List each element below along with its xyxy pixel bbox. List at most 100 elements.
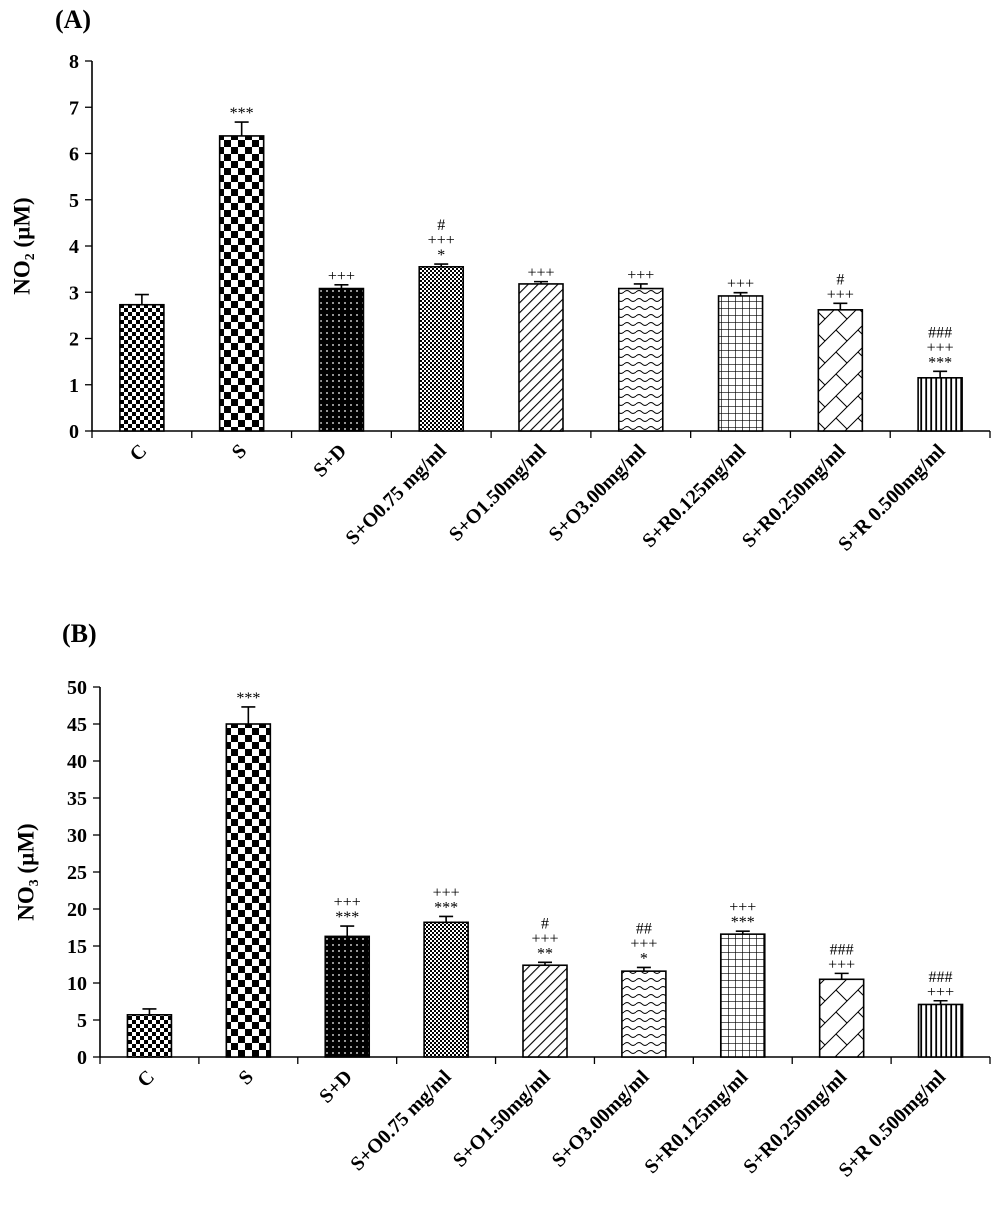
significance-label: *** — [731, 914, 755, 931]
error-bar — [241, 706, 256, 724]
x-tick-label: C — [133, 1066, 159, 1092]
significance-label: +++ — [433, 884, 460, 901]
y-tick-label: 0 — [77, 1047, 87, 1069]
significance-label: +++ — [627, 267, 654, 284]
panel-label: (A) — [55, 5, 91, 34]
bar — [423, 921, 469, 1058]
error-bar — [534, 280, 548, 284]
significance-label: +++ — [927, 984, 954, 1001]
bar — [218, 135, 265, 432]
error-bar — [538, 961, 552, 966]
significance-label: * — [437, 247, 445, 264]
y-tick-label: 30 — [67, 825, 87, 847]
y-tick-label: 8 — [69, 51, 79, 73]
bar — [518, 283, 564, 432]
error-bar — [134, 293, 149, 305]
x-tick-label: S+O0.75 mg/ml — [346, 1066, 456, 1176]
bar — [719, 933, 766, 1058]
significance-label: +++ — [729, 899, 756, 916]
y-tick-label: 4 — [69, 236, 79, 258]
y-tick-label: 20 — [67, 899, 87, 921]
error-bar — [334, 284, 349, 289]
x-tick-label: S+R0.125mg/ml — [638, 440, 750, 552]
significance-label: +++ — [927, 339, 954, 356]
bar — [522, 964, 568, 1058]
bar — [717, 295, 764, 432]
significance-label: * — [640, 950, 648, 967]
x-tick-label: S+R 0.500mg/ml — [834, 440, 950, 556]
significance-label: +++ — [828, 956, 855, 973]
significance-label: ### — [929, 969, 953, 986]
panel-b: (B)NO₃ (µM)05101520253035404550C***S***+… — [13, 619, 991, 1182]
x-tick-label: S+O3.00mg/ml — [545, 440, 651, 546]
error-bar — [733, 291, 748, 296]
error-bar — [439, 915, 454, 923]
y-tick-label: 35 — [67, 788, 87, 810]
significance-label: *** — [230, 105, 254, 122]
bar — [917, 377, 963, 432]
x-tick-label: S+O1.50mg/ml — [449, 1066, 555, 1172]
bar — [817, 309, 864, 432]
y-tick-label: 40 — [67, 751, 87, 773]
y-tick-label: 2 — [69, 329, 79, 351]
error-bar — [833, 302, 848, 310]
significance-label: ## — [636, 920, 652, 937]
significance-label: *** — [434, 899, 458, 916]
significance-label: ** — [537, 945, 553, 962]
significance-label: *** — [236, 690, 260, 707]
bar — [818, 978, 865, 1058]
error-bar — [636, 966, 651, 972]
significance-label: ### — [830, 941, 854, 958]
bar — [917, 1003, 964, 1058]
significance-label: +++ — [727, 276, 754, 293]
bar — [324, 935, 371, 1058]
y-tick-label: 5 — [77, 1010, 87, 1032]
bar — [318, 287, 365, 432]
y-tick-label: 0 — [69, 421, 79, 443]
error-bar — [434, 263, 449, 267]
significance-label: +++ — [827, 286, 854, 303]
error-bar — [735, 930, 750, 935]
y-tick-label: 7 — [69, 97, 79, 119]
bar — [621, 970, 667, 1058]
significance-label: *** — [928, 354, 952, 371]
y-tick-label: 5 — [69, 190, 79, 212]
y-tick-label: 15 — [67, 936, 87, 958]
x-tick-label: S+O1.50mg/ml — [445, 440, 551, 546]
y-tick-label: 45 — [67, 714, 87, 736]
error-bar — [933, 999, 948, 1005]
x-tick-label: C — [126, 440, 152, 466]
panel-a: (A)NO₂ (µM)012345678C***S+++S+D*+++#S+O0… — [9, 5, 991, 556]
y-tick-label: 25 — [67, 862, 87, 884]
y-tick-label: 1 — [69, 375, 79, 397]
x-tick-label: S+R0.250mg/ml — [738, 440, 850, 552]
x-tick-label: S+D — [315, 1066, 357, 1108]
x-tick-label: S+R0.125mg/ml — [640, 1066, 752, 1178]
bar — [126, 1014, 173, 1058]
error-bar — [633, 283, 648, 289]
y-tick-label: 6 — [69, 144, 79, 166]
x-tick-label: S+O3.00mg/ml — [548, 1066, 654, 1172]
significance-label: +++ — [328, 268, 355, 285]
bar — [119, 303, 165, 432]
bar — [617, 287, 664, 432]
x-tick-label: S+R 0.500mg/ml — [835, 1066, 951, 1182]
significance-label: +++ — [531, 930, 558, 947]
y-axis-label: NO₂ (µM) — [9, 197, 34, 294]
error-bar — [142, 1008, 157, 1015]
panel-label: (B) — [62, 619, 97, 648]
x-tick-label: S+R0.250mg/ml — [739, 1066, 851, 1178]
significance-label: ### — [928, 324, 952, 341]
significance-label: # — [541, 915, 549, 932]
significance-label: *** — [335, 909, 359, 926]
y-tick-label: 3 — [69, 282, 79, 304]
significance-label: +++ — [428, 232, 455, 249]
x-tick-label: S+O0.75 mg/ml — [341, 440, 451, 550]
error-bar — [834, 972, 849, 980]
error-bar — [933, 370, 948, 378]
error-bar — [234, 121, 249, 136]
significance-label: +++ — [334, 894, 361, 911]
y-tick-label: 50 — [67, 677, 87, 699]
